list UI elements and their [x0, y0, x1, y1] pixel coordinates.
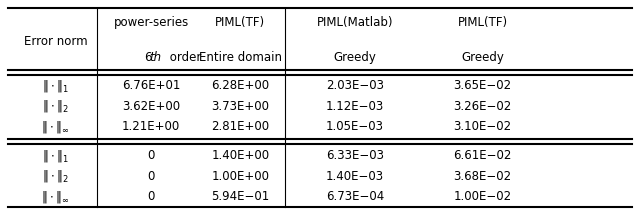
Text: 6.61E−02: 6.61E−02	[453, 149, 511, 163]
Text: 3.26E−02: 3.26E−02	[453, 100, 511, 113]
Text: 1.00E−02: 1.00E−02	[453, 190, 511, 203]
Text: $\|\cdot\|_\infty$: $\|\cdot\|_\infty$	[42, 189, 70, 205]
Text: $\|\cdot\|_\infty$: $\|\cdot\|_\infty$	[42, 119, 70, 135]
Text: order: order	[166, 51, 201, 64]
Text: Greedy: Greedy	[333, 51, 376, 64]
Text: 1.21E+00: 1.21E+00	[122, 120, 180, 134]
Text: $\|\cdot\|_1$: $\|\cdot\|_1$	[42, 148, 69, 164]
Text: 3.10E−02: 3.10E−02	[453, 120, 511, 134]
Text: 6.73E−04: 6.73E−04	[326, 190, 384, 203]
Text: 5.94E−01: 5.94E−01	[211, 190, 269, 203]
Text: 2.03E−03: 2.03E−03	[326, 79, 384, 92]
Text: PIML(TF): PIML(TF)	[215, 16, 266, 29]
Text: 6.33E−03: 6.33E−03	[326, 149, 384, 163]
Text: 0: 0	[147, 170, 155, 183]
Text: 6.76E+01: 6.76E+01	[122, 79, 180, 92]
Text: 6: 6	[143, 51, 151, 64]
Text: $\|\cdot\|_2$: $\|\cdot\|_2$	[42, 98, 69, 114]
Text: 1.00E+00: 1.00E+00	[211, 170, 269, 183]
Text: 0: 0	[147, 149, 155, 163]
Text: 1.40E−03: 1.40E−03	[326, 170, 384, 183]
Text: $\|\cdot\|_1$: $\|\cdot\|_1$	[42, 78, 69, 94]
Text: 1.05E−03: 1.05E−03	[326, 120, 384, 134]
Text: Entire domain: Entire domain	[199, 51, 282, 64]
Text: PIML(TF): PIML(TF)	[458, 16, 508, 29]
Text: power-series: power-series	[113, 16, 189, 29]
Text: 0: 0	[147, 190, 155, 203]
Text: $\|\cdot\|_2$: $\|\cdot\|_2$	[42, 169, 69, 184]
Text: 1.40E+00: 1.40E+00	[211, 149, 269, 163]
Text: Error norm: Error norm	[24, 35, 88, 48]
Text: PIML(Matlab): PIML(Matlab)	[317, 16, 394, 29]
Text: th: th	[149, 51, 161, 64]
Text: 3.65E−02: 3.65E−02	[453, 79, 511, 92]
Text: 6.28E+00: 6.28E+00	[211, 79, 269, 92]
Text: 3.73E+00: 3.73E+00	[211, 100, 269, 113]
Text: Greedy: Greedy	[461, 51, 504, 64]
Text: 2.81E+00: 2.81E+00	[211, 120, 269, 134]
Text: 1.12E−03: 1.12E−03	[326, 100, 384, 113]
Text: 3.68E−02: 3.68E−02	[453, 170, 511, 183]
Text: 3.62E+00: 3.62E+00	[122, 100, 180, 113]
